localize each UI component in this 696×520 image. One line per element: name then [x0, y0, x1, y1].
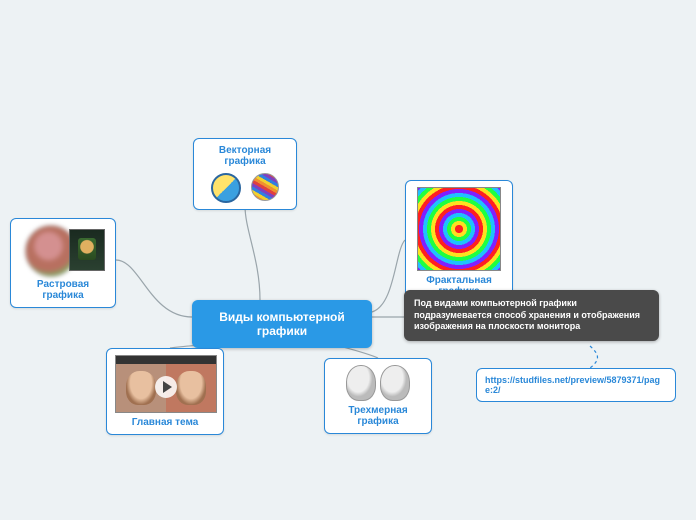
link-text: https://studfiles.net/preview/5879371/pa…: [485, 375, 660, 395]
node-vector[interactable]: Векторная графика: [193, 138, 297, 210]
raster-sharp-icon: [69, 229, 105, 271]
mindmap-canvas: Виды компьютерной графики Векторная граф…: [0, 0, 696, 520]
node-3d-label: Трехмерная графика: [333, 405, 423, 427]
description-node: Под видами компьютерной графики подразум…: [404, 290, 659, 341]
center-node[interactable]: Виды компьютерной графики: [192, 300, 372, 348]
node-video[interactable]: Главная тема: [106, 348, 224, 435]
head-icon-1: [346, 365, 376, 401]
node-vector-label: Векторная графика: [202, 145, 288, 167]
description-text: Под видами компьютерной графики подразум…: [414, 298, 640, 331]
node-raster[interactable]: Растровая графика: [10, 218, 116, 308]
vector-thumbnails: [202, 173, 288, 203]
center-label: Виды компьютерной графики: [219, 310, 345, 338]
node-fractal[interactable]: Фрактальная графика: [405, 180, 513, 304]
fractal-thumbnail: [417, 187, 501, 271]
node-video-label: Главная тема: [115, 417, 215, 428]
raster-thumbnails: [21, 225, 105, 275]
video-thumbnail[interactable]: [115, 355, 217, 413]
three-d-thumbnails: [333, 365, 423, 401]
node-raster-label: Растровая графика: [19, 279, 107, 301]
node-3d[interactable]: Трехмерная графика: [324, 358, 432, 434]
head-icon-2: [380, 365, 410, 401]
vector-icon-1: [211, 173, 241, 203]
vector-icon-2: [251, 173, 279, 201]
play-icon[interactable]: [155, 376, 177, 398]
link-node[interactable]: https://studfiles.net/preview/5879371/pa…: [476, 368, 676, 402]
